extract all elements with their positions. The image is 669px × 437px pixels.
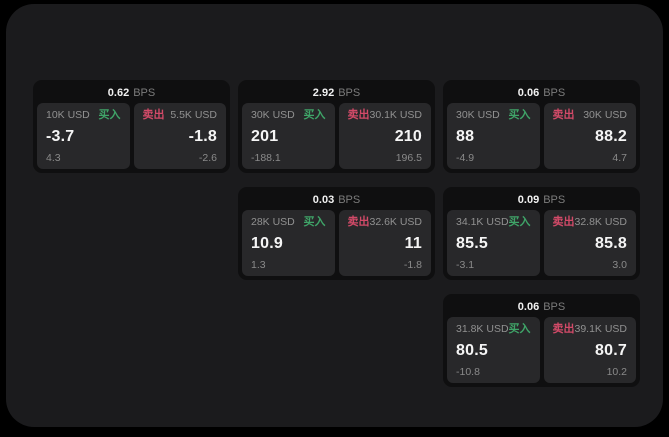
bps-value: 0.09 <box>517 194 540 206</box>
buy-price: 201 <box>251 127 279 145</box>
bps-header: 0.09 BPS <box>447 191 636 210</box>
buy-sub-value: -188.1 <box>251 151 281 164</box>
buy-side-label: 买入 <box>508 216 531 228</box>
sell-sub-value: -2.6 <box>198 151 217 164</box>
buy-amount: 34.1K USD <box>456 216 509 229</box>
bps-value: 0.62 <box>107 87 130 99</box>
quote-tiles: 10K USD 买入 -3.7 4.3 卖出 5.5K USD -1.8 -2.… <box>37 103 226 169</box>
buy-price: 80.5 <box>456 341 488 359</box>
bps-header: 0.06 BPS <box>447 298 636 317</box>
buy-tile[interactable]: 34.1K USD 买入 85.5 -3.1 <box>447 210 540 276</box>
buy-side-label: 买入 <box>508 109 531 121</box>
buy-tile[interactable]: 31.8K USD 买入 80.5 -10.8 <box>447 317 540 383</box>
buy-amount: 10K USD <box>46 109 90 122</box>
buy-side-label: 买入 <box>303 216 326 228</box>
quote-card-3: 0.06 BPS 30K USD 买入 88 -4.9 卖出 30K USD <box>443 80 640 173</box>
sell-amount: 30.1K USD <box>369 109 423 122</box>
buy-sub-value: 1.3 <box>251 258 266 271</box>
bps-value: 0.03 <box>312 194 335 206</box>
app-panel: 0.62 BPS 10K USD 买入 -3.7 4.3 卖出 5.5K USD <box>6 4 663 427</box>
bps-unit-label: BPS <box>543 301 566 313</box>
buy-sub-value: -4.9 <box>456 151 475 164</box>
buy-price: 10.9 <box>251 234 283 252</box>
sell-tile[interactable]: 卖出 39.1K USD 80.7 10.2 <box>543 317 636 383</box>
bps-value: 0.06 <box>517 301 540 313</box>
buy-side-label: 买入 <box>508 323 531 335</box>
sell-side-label: 卖出 <box>347 216 370 228</box>
buy-tile[interactable]: 30K USD 买入 201 -188.1 <box>242 103 335 169</box>
sell-amount: 32.6K USD <box>369 216 423 229</box>
bps-unit-label: BPS <box>543 194 566 206</box>
sell-price: 88.2 <box>595 127 627 145</box>
sell-tile[interactable]: 卖出 32.8K USD 85.8 3.0 <box>543 210 636 276</box>
sell-price: 210 <box>394 127 422 145</box>
buy-sub-value: -10.8 <box>456 365 480 378</box>
sell-side-label: 卖出 <box>142 109 165 121</box>
quote-card-1: 0.62 BPS 10K USD 买入 -3.7 4.3 卖出 5.5K USD <box>33 80 230 173</box>
sell-tile[interactable]: 卖出 5.5K USD -1.8 -2.6 <box>133 103 226 169</box>
sell-side-label: 卖出 <box>552 109 575 121</box>
bps-header: 0.06 BPS <box>447 84 636 103</box>
sell-tile[interactable]: 卖出 32.6K USD 11 -1.8 <box>338 210 431 276</box>
sell-side-label: 卖出 <box>552 216 575 228</box>
buy-tile[interactable]: 28K USD 买入 10.9 1.3 <box>242 210 335 276</box>
sell-amount: 30K USD <box>583 109 627 122</box>
bps-value: 0.06 <box>517 87 540 99</box>
quote-card-grid: 0.62 BPS 10K USD 买入 -3.7 4.3 卖出 5.5K USD <box>33 80 640 387</box>
bps-unit-label: BPS <box>543 87 566 99</box>
bps-header: 2.92 BPS <box>242 84 431 103</box>
bps-header: 0.03 BPS <box>242 191 431 210</box>
buy-tile[interactable]: 10K USD 买入 -3.7 4.3 <box>37 103 130 169</box>
bps-unit-label: BPS <box>338 87 361 99</box>
quote-tiles: 31.8K USD 买入 80.5 -10.8 卖出 39.1K USD 80.… <box>447 317 636 383</box>
sell-sub-value: 196.5 <box>395 151 422 164</box>
bps-value: 2.92 <box>312 87 335 99</box>
sell-amount: 39.1K USD <box>574 323 628 336</box>
sell-tile[interactable]: 卖出 30K USD 88.2 4.7 <box>543 103 636 169</box>
sell-amount: 32.8K USD <box>574 216 628 229</box>
quote-tiles: 30K USD 买入 201 -188.1 卖出 30.1K USD 210 1… <box>242 103 431 169</box>
quote-card-5: 0.09 BPS 34.1K USD 买入 85.5 -3.1 卖出 32.8K… <box>443 187 640 280</box>
sell-price: -1.8 <box>188 127 217 145</box>
buy-sub-value: 4.3 <box>46 151 61 164</box>
buy-amount: 30K USD <box>251 109 295 122</box>
quote-card-4: 0.03 BPS 28K USD 买入 10.9 1.3 卖出 32.6K US… <box>238 187 435 280</box>
buy-price: -3.7 <box>46 127 75 145</box>
buy-amount: 28K USD <box>251 216 295 229</box>
buy-side-label: 买入 <box>98 109 121 121</box>
sell-tile[interactable]: 卖出 30.1K USD 210 196.5 <box>338 103 431 169</box>
quote-tiles: 30K USD 买入 88 -4.9 卖出 30K USD 88.2 4.7 <box>447 103 636 169</box>
buy-price: 85.5 <box>456 234 488 252</box>
quote-card-6: 0.06 BPS 31.8K USD 买入 80.5 -10.8 卖出 39.1… <box>443 294 640 387</box>
sell-sub-value: -1.8 <box>403 258 422 271</box>
sell-side-label: 卖出 <box>552 323 575 335</box>
quote-card-2: 2.92 BPS 30K USD 买入 201 -188.1 卖出 30.1K … <box>238 80 435 173</box>
quote-tiles: 28K USD 买入 10.9 1.3 卖出 32.6K USD 11 -1.8 <box>242 210 431 276</box>
buy-tile[interactable]: 30K USD 买入 88 -4.9 <box>447 103 540 169</box>
sell-sub-value: 10.2 <box>606 365 627 378</box>
sell-sub-value: 4.7 <box>612 151 627 164</box>
buy-amount: 30K USD <box>456 109 500 122</box>
bps-unit-label: BPS <box>133 87 156 99</box>
buy-sub-value: -3.1 <box>456 258 475 271</box>
buy-side-label: 买入 <box>303 109 326 121</box>
sell-price: 80.7 <box>595 341 627 359</box>
bps-header: 0.62 BPS <box>37 84 226 103</box>
sell-sub-value: 3.0 <box>612 258 627 271</box>
sell-side-label: 卖出 <box>347 109 370 121</box>
sell-price: 85.8 <box>595 234 627 252</box>
sell-price: 11 <box>404 234 422 252</box>
quote-tiles: 34.1K USD 买入 85.5 -3.1 卖出 32.8K USD 85.8… <box>447 210 636 276</box>
sell-amount: 5.5K USD <box>170 109 217 122</box>
buy-amount: 31.8K USD <box>456 323 509 336</box>
bps-unit-label: BPS <box>338 194 361 206</box>
buy-price: 88 <box>456 127 475 145</box>
